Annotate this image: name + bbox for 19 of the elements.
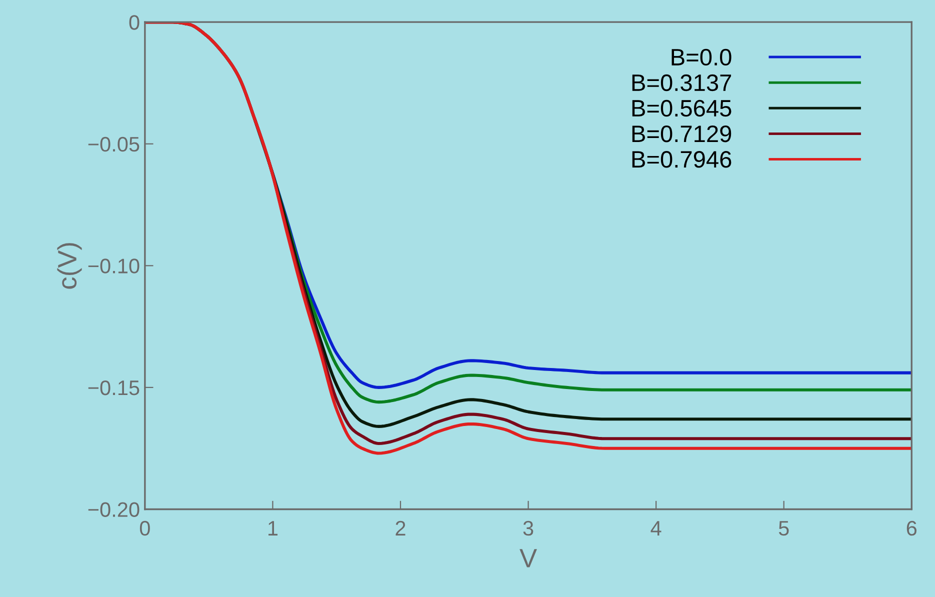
x-axis-title: V xyxy=(520,549,537,568)
x-tick-label: 1 xyxy=(268,521,278,536)
x-tick-label: 3 xyxy=(523,520,534,536)
legend-label: B=0.7129 xyxy=(632,125,732,142)
y-tick-label: −0.15 xyxy=(88,380,140,396)
y-tick-label: −0.05 xyxy=(88,136,140,152)
legend-label: B=0.0 xyxy=(672,48,732,66)
x-tick-label: 5 xyxy=(778,521,789,536)
x-tick-label: 4 xyxy=(650,521,662,536)
legend-label: B=0.5645 xyxy=(632,100,732,117)
y-tick-label: −0.20 xyxy=(88,502,140,517)
legend-label: B=0.7946 xyxy=(632,151,732,168)
y-tick-label: −0.10 xyxy=(88,258,140,274)
legend-label: B=0.3137 xyxy=(632,74,732,92)
x-tick-label: 6 xyxy=(906,520,917,536)
x-tick-label: 0 xyxy=(140,520,150,536)
x-tick-label: 2 xyxy=(396,520,406,536)
y-axis-title: c(V) xyxy=(57,243,82,289)
y-tick-label: 0 xyxy=(129,15,140,30)
